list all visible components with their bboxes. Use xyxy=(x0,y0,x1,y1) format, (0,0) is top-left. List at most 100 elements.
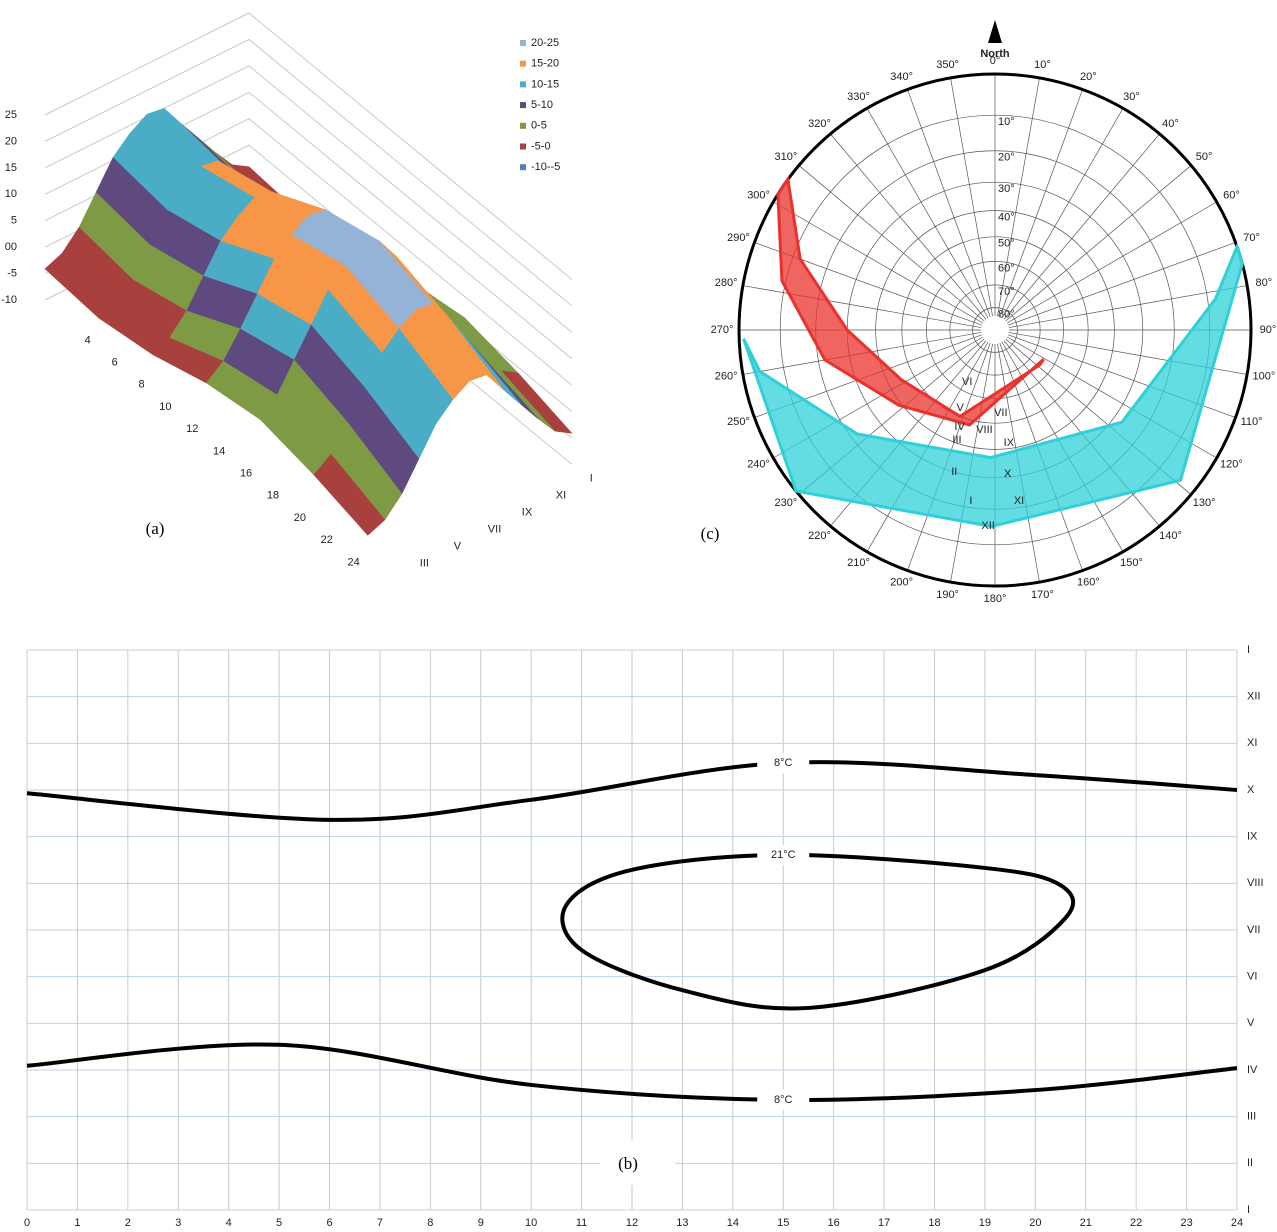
azimuth-label: 250° xyxy=(727,416,750,428)
x-tick-label: 12 xyxy=(186,423,198,435)
y-tick-label: XI xyxy=(556,489,566,501)
azimuth-label: 180° xyxy=(984,593,1007,605)
azimuth-label: 270° xyxy=(711,324,734,336)
month-label: VII xyxy=(994,407,1007,419)
x-tick-label: 16 xyxy=(240,468,252,480)
month-label: VI xyxy=(962,376,972,388)
grid-line xyxy=(44,12,573,280)
y-tick-label: XI xyxy=(1247,737,1257,749)
azimuth-label: 240° xyxy=(747,458,770,470)
azimuth-line xyxy=(1006,201,1217,324)
contour-label-bg xyxy=(757,752,810,773)
z-tick-label: -10 xyxy=(1,294,17,306)
legend-label: -5-0 xyxy=(531,140,551,152)
x-tick-label: 15 xyxy=(777,1217,789,1229)
x-tick-label: 24 xyxy=(1231,1217,1243,1229)
surface-cell xyxy=(483,358,556,432)
month-label: III xyxy=(952,434,961,446)
altitude-label: 60° xyxy=(998,262,1015,274)
x-tick-label: 8 xyxy=(138,379,144,391)
azimuth-label: 260° xyxy=(715,371,738,383)
contour-label: 21°C xyxy=(771,849,796,861)
legend-label: 10-15 xyxy=(531,78,559,90)
y-tick-label: XII xyxy=(1247,691,1260,703)
x-tick-label: 4 xyxy=(226,1217,232,1229)
x-tick-label: 16 xyxy=(828,1217,840,1229)
x-tick-label: 12 xyxy=(626,1217,638,1229)
y-tick-label: V xyxy=(454,540,462,552)
z-tick-label: 00 xyxy=(5,241,17,253)
azimuth-label: 90° xyxy=(1260,324,1277,336)
legend-swatch xyxy=(520,60,526,67)
contour-label-bg xyxy=(757,1089,810,1110)
x-tick-label: 3 xyxy=(175,1217,181,1229)
x-tick-label: 2 xyxy=(125,1217,131,1229)
altitude-label: 10° xyxy=(998,116,1015,128)
azimuth-label: 10° xyxy=(1034,59,1051,71)
y-tick-label: X xyxy=(1247,784,1255,796)
x-tick-label: 21 xyxy=(1080,1217,1092,1229)
x-tick-label: 10 xyxy=(525,1217,537,1229)
contour-line xyxy=(26,1042,1238,1102)
month-label: X xyxy=(1004,468,1012,480)
x-tick-label: 14 xyxy=(213,445,225,457)
x-tick-label: 24 xyxy=(348,556,360,568)
legend-label: 0-5 xyxy=(531,120,547,132)
azimuth-label: 310° xyxy=(774,151,797,163)
x-tick-label: 19 xyxy=(979,1217,991,1229)
grid-line xyxy=(44,65,573,333)
z-tick-label: -5 xyxy=(7,267,17,279)
legend-swatch xyxy=(520,122,526,129)
z-tick-label: 15 xyxy=(5,162,17,174)
altitude-label: 50° xyxy=(998,238,1015,250)
legend-swatch xyxy=(520,143,526,150)
y-tick-label: VII xyxy=(1247,924,1260,936)
surface-cell xyxy=(500,370,573,434)
azimuth-label: 50° xyxy=(1196,151,1213,163)
legend-label: 5-10 xyxy=(531,99,553,111)
x-tick-label: 22 xyxy=(321,534,333,546)
contour-label-bg xyxy=(757,844,810,865)
month-label: VIII xyxy=(976,424,993,436)
azimuth-line xyxy=(866,108,989,319)
azimuth-line xyxy=(1001,108,1124,319)
azimuth-label: 60° xyxy=(1223,189,1240,201)
y-tick-label: IX xyxy=(1247,831,1258,843)
horizon-circle xyxy=(737,72,1253,588)
azimuth-label: 120° xyxy=(1220,458,1243,470)
y-tick-label: V xyxy=(1247,1017,1255,1029)
azimuth-label: 330° xyxy=(847,91,870,103)
y-tick-label: VII xyxy=(488,523,501,535)
z-tick-label: 25 xyxy=(5,109,17,121)
azimuth-label: 210° xyxy=(847,557,870,569)
x-tick-label: 5 xyxy=(276,1217,282,1229)
y-tick-label: III xyxy=(420,557,429,569)
azimuth-label: 110° xyxy=(1241,416,1263,428)
azimuth-label: 40° xyxy=(1162,118,1179,130)
altitude-label: 40° xyxy=(998,212,1015,224)
azimuth-label: 150° xyxy=(1120,557,1143,569)
azimuth-label: 70° xyxy=(1243,232,1260,244)
month-label: XI xyxy=(1014,495,1024,507)
azimuth-line xyxy=(1008,285,1248,328)
panel-label: (a) xyxy=(146,519,165,538)
azimuth-label: 30° xyxy=(1123,91,1140,103)
azimuth-line xyxy=(798,165,985,322)
azimuth-label: 160° xyxy=(1077,577,1100,589)
x-tick-label: 14 xyxy=(727,1217,739,1229)
x-tick-label: 1 xyxy=(74,1217,80,1229)
azimuth-label: 300° xyxy=(747,189,770,201)
azimuth-label: 200° xyxy=(890,577,913,589)
x-tick-label: 7 xyxy=(377,1217,383,1229)
month-label: V xyxy=(956,402,964,414)
altitude-label: 70° xyxy=(998,286,1015,298)
x-tick-label: 6 xyxy=(112,357,118,369)
legend-swatch xyxy=(520,40,526,46)
azimuth-line xyxy=(1008,242,1236,326)
azimuth-line xyxy=(830,133,987,320)
azimuth-label: 340° xyxy=(890,71,913,83)
legend-label: 20-25 xyxy=(531,37,559,49)
azimuth-line xyxy=(997,77,1040,317)
